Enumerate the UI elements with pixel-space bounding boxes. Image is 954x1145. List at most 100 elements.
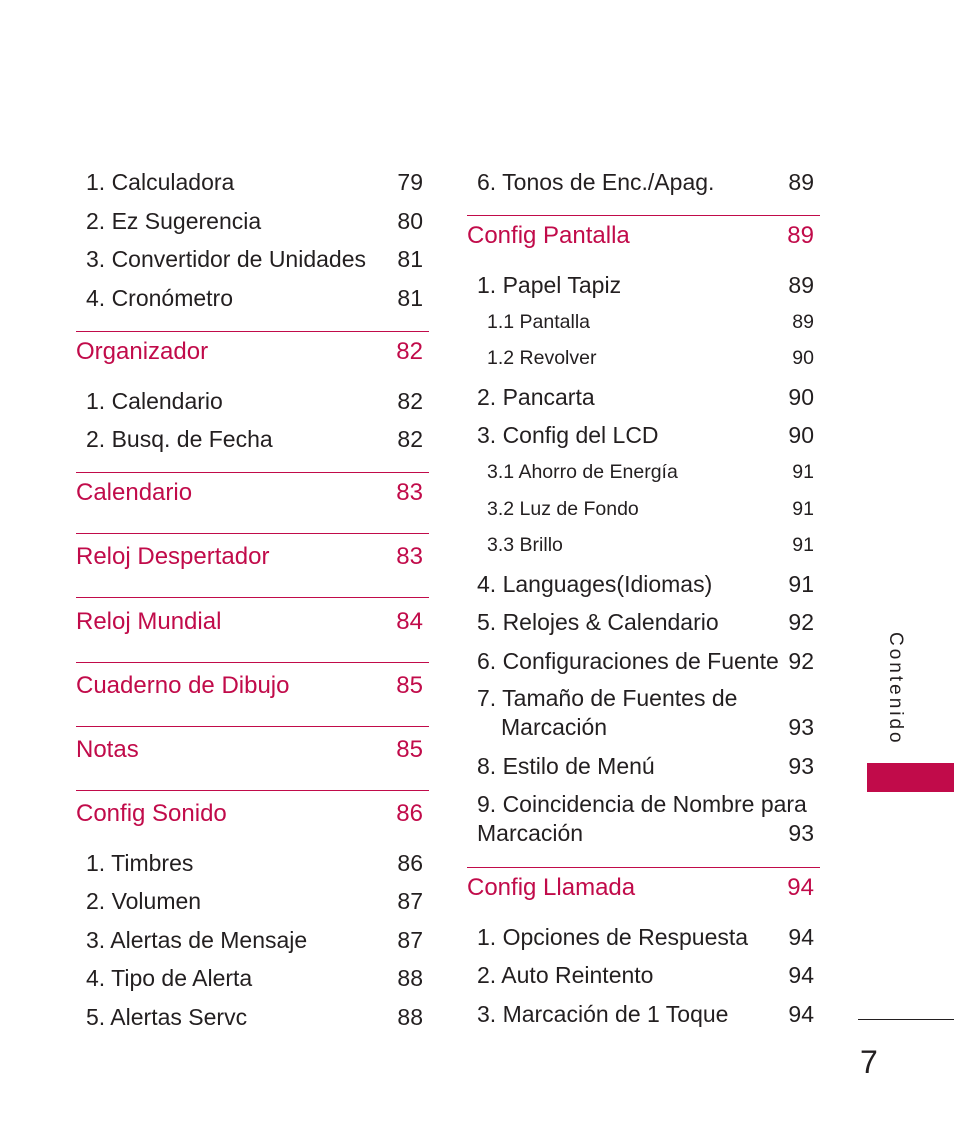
toc-section-page: 83 (396, 543, 423, 570)
toc-section-label: Config Pantalla (467, 222, 630, 249)
toc-item-pancarta[interactable]: 2. Pancarta 90 (467, 381, 820, 413)
toc-section-reloj-mundial[interactable]: Reloj Mundial 84 (76, 606, 429, 638)
toc-subitem-label: 3.3 Brillo (487, 533, 563, 556)
toc-item-busq-fecha[interactable]: 2. Busq. de Fecha 82 (76, 423, 429, 455)
toc-item-page: 92 (788, 608, 814, 635)
toc-subitem-pantalla[interactable]: 1.1 Pantalla 89 (467, 306, 820, 338)
toc-item-label: 2. Pancarta (477, 383, 595, 410)
section-divider (76, 331, 429, 332)
toc-item-coincidencia-nombre[interactable]: 9. Coincidencia de Nombre para Marcación… (467, 790, 820, 848)
page-number: 7 (860, 1044, 878, 1080)
toc-item-page: 91 (788, 570, 814, 597)
toc-item-label: 1. Calculadora (86, 168, 235, 195)
toc-section-config-sonido[interactable]: Config Sonido 86 (76, 798, 429, 830)
toc-subitem-page: 91 (792, 497, 814, 520)
toc-section-calendario[interactable]: Calendario 83 (76, 477, 429, 509)
footer-divider (858, 1019, 954, 1020)
toc-subitem-luz-fondo[interactable]: 3.2 Luz de Fondo 91 (467, 493, 820, 525)
section-divider (76, 662, 429, 663)
section-divider (76, 790, 429, 791)
toc-item-opciones-respuesta[interactable]: 1. Opciones de Respuesta 94 (467, 921, 820, 953)
toc-section-config-pantalla[interactable]: Config Pantalla 89 (467, 220, 820, 252)
toc-item-alertas-servc[interactable]: 5. Alertas Servc 88 (76, 1001, 429, 1033)
toc-item-page: 86 (397, 849, 423, 876)
toc-item-languages[interactable]: 4. Languages(Idiomas) 91 (467, 568, 820, 600)
toc-section-organizador[interactable]: Organizador 82 (76, 336, 429, 368)
toc-item-auto-reintento[interactable]: 2. Auto Reintento 94 (467, 959, 820, 991)
toc-item-label: 2. Auto Reintento (477, 961, 654, 988)
toc-section-notas[interactable]: Notas 85 (76, 734, 429, 766)
toc-section-label: Organizador (76, 338, 209, 365)
toc-section-label: Config Sonido (76, 800, 227, 827)
toc-section-label: Config Llamada (467, 874, 636, 901)
toc-item-label: 4. Tipo de Alerta (86, 964, 253, 991)
toc-item-label: 4. Languages(Idiomas) (477, 570, 713, 597)
toc-item-configuraciones-fuente[interactable]: 6. Configuraciones de Fuente 92 (467, 645, 820, 677)
toc-item-page: 89 (788, 168, 814, 195)
toc-item-relojes-calendario[interactable]: 5. Relojes & Calendario 92 (467, 606, 820, 638)
toc-item-papel-tapiz[interactable]: 1. Papel Tapiz 89 (467, 269, 820, 301)
toc-item-label: 8. Estilo de Menú (477, 752, 655, 779)
toc-section-page: 85 (396, 736, 423, 763)
toc-subitem-ahorro-energia[interactable]: 3.1 Ahorro de Energía 91 (467, 456, 820, 488)
side-tab-marker (867, 763, 954, 792)
toc-section-label: Notas (76, 736, 139, 763)
toc-subitem-label: 3.2 Luz de Fondo (487, 497, 639, 520)
toc-item-page: 79 (397, 168, 423, 195)
toc-subitem-page: 90 (792, 346, 814, 369)
toc-section-page: 84 (396, 608, 423, 635)
toc-item-page: 94 (788, 923, 814, 950)
toc-item-page: 94 (788, 961, 814, 988)
toc-item-ez-sugerencia[interactable]: 2. Ez Sugerencia 80 (76, 205, 429, 237)
toc-item-label: 5. Relojes & Calendario (477, 608, 719, 635)
toc-item-timbres[interactable]: 1. Timbres 86 (76, 847, 429, 879)
toc-subitem-page: 91 (792, 460, 814, 483)
toc-item-label-line2: Marcación (477, 820, 584, 846)
toc-item-tipo-alerta[interactable]: 4. Tipo de Alerta 88 (76, 962, 429, 994)
toc-item-marcacion-1-toque[interactable]: 3. Marcación de 1 Toque 94 (467, 998, 820, 1030)
toc-item-cronometro[interactable]: 4. Cronómetro 81 (76, 282, 429, 314)
toc-item-page: 81 (397, 245, 423, 272)
section-divider (467, 867, 820, 868)
toc-item-estilo-menu[interactable]: 8. Estilo de Menú 93 (467, 750, 820, 782)
toc-section-reloj-despertador[interactable]: Reloj Despertador 83 (76, 541, 429, 573)
toc-section-page: 94 (787, 874, 814, 901)
toc-section-label: Cuaderno de Dibujo (76, 672, 290, 699)
toc-item-volumen[interactable]: 2. Volumen 87 (76, 885, 429, 917)
toc-item-label: 4. Cronómetro (86, 284, 234, 311)
toc-item-label-line2: Marcación (501, 714, 608, 740)
toc-item-page: 87 (397, 887, 423, 914)
toc-section-page: 83 (396, 479, 423, 506)
toc-item-page: 92 (788, 647, 814, 674)
section-divider (76, 533, 429, 534)
toc-subitem-revolver[interactable]: 1.2 Revolver 90 (467, 342, 820, 374)
toc-subitem-page: 89 (792, 310, 814, 333)
toc-item-label: 1. Papel Tapiz (477, 271, 622, 298)
toc-item-label: 2. Ez Sugerencia (86, 207, 262, 234)
toc-item-tonos[interactable]: 6. Tonos de Enc./Apag. 89 (467, 166, 820, 198)
toc-section-label: Calendario (76, 479, 193, 506)
toc-item-calculadora[interactable]: 1. Calculadora 79 (76, 166, 429, 198)
toc-subitem-brillo[interactable]: 3.3 Brillo 91 (467, 529, 820, 561)
toc-item-convertidor[interactable]: 3. Convertidor de Unidades 81 (76, 243, 429, 275)
toc-section-config-llamada[interactable]: Config Llamada 94 (467, 872, 820, 904)
toc-item-config-lcd[interactable]: 3. Config del LCD 90 (467, 419, 820, 451)
toc-item-tamano-fuentes[interactable]: 7. Tamaño de Fuentes de Marcación 93 (467, 684, 820, 742)
toc-item-page: 90 (788, 383, 814, 410)
toc-subitem-label: 1.1 Pantalla (487, 310, 590, 333)
toc-subitem-label: 1.2 Revolver (487, 346, 597, 369)
toc-section-page: 82 (396, 338, 423, 365)
toc-item-page: 82 (397, 387, 423, 414)
toc-item-alertas-mensaje[interactable]: 3. Alertas de Mensaje 87 (76, 924, 429, 956)
toc-item-page: 93 (788, 820, 814, 846)
toc-item-label: 1. Opciones de Respuesta (477, 923, 749, 950)
toc-item-page: 82 (397, 425, 423, 452)
toc-section-cuaderno[interactable]: Cuaderno de Dibujo 85 (76, 670, 429, 702)
toc-item-page: 81 (397, 284, 423, 311)
toc-item-page: 93 (788, 752, 814, 779)
toc-item-label: 3. Config del LCD (477, 421, 659, 448)
toc-item-calendario[interactable]: 1. Calendario 82 (76, 385, 429, 417)
toc-subitem-label: 3.1 Ahorro de Energía (487, 460, 678, 483)
toc-subitem-page: 91 (792, 533, 814, 556)
toc-section-label: Reloj Mundial (76, 608, 222, 635)
